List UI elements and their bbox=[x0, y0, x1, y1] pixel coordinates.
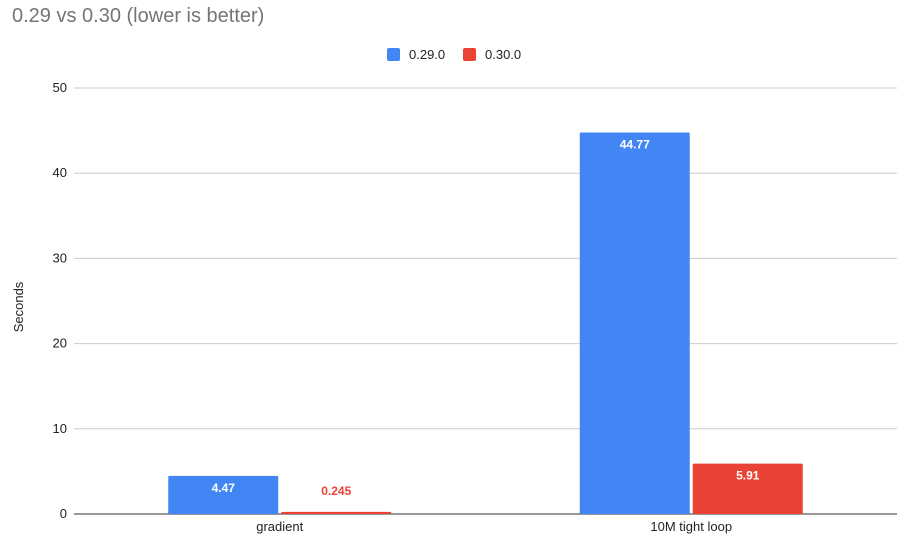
y-tick-label: 20 bbox=[53, 336, 67, 351]
data-label: 4.47 bbox=[212, 481, 236, 495]
y-tick-label: 10 bbox=[53, 421, 67, 436]
x-tick-label: gradient bbox=[256, 519, 303, 534]
x-tick-label: 10M tight loop bbox=[650, 519, 732, 534]
legend-label: 0.29.0 bbox=[409, 47, 445, 62]
data-label: 5.91 bbox=[736, 469, 760, 483]
data-label: 44.77 bbox=[620, 138, 650, 152]
gridlines bbox=[74, 87, 897, 515]
bars bbox=[168, 132, 803, 514]
legend-swatch bbox=[387, 48, 400, 61]
y-tick-label: 0 bbox=[60, 506, 67, 521]
data-labels: 4.47 0.245 44.77 5.91 bbox=[212, 138, 760, 498]
legend: 0.29.0 0.30.0 bbox=[387, 47, 521, 62]
y-tick-label: 40 bbox=[53, 165, 67, 180]
legend-label: 0.30.0 bbox=[485, 47, 521, 62]
y-tick-label: 50 bbox=[53, 80, 67, 95]
bar bbox=[692, 463, 803, 514]
y-tick-label: 30 bbox=[53, 250, 67, 265]
bar bbox=[281, 511, 392, 514]
data-label: 0.245 bbox=[321, 484, 351, 498]
y-axis-ticks: 0 10 20 30 40 50 bbox=[53, 80, 67, 521]
y-axis-title: Seconds bbox=[11, 281, 26, 332]
bar bbox=[579, 132, 690, 514]
legend-swatch bbox=[463, 48, 476, 61]
x-axis-ticks: gradient 10M tight loop bbox=[256, 519, 732, 534]
chart-title: 0.29 vs 0.30 (lower is better) bbox=[12, 5, 265, 27]
bar bbox=[168, 475, 279, 514]
